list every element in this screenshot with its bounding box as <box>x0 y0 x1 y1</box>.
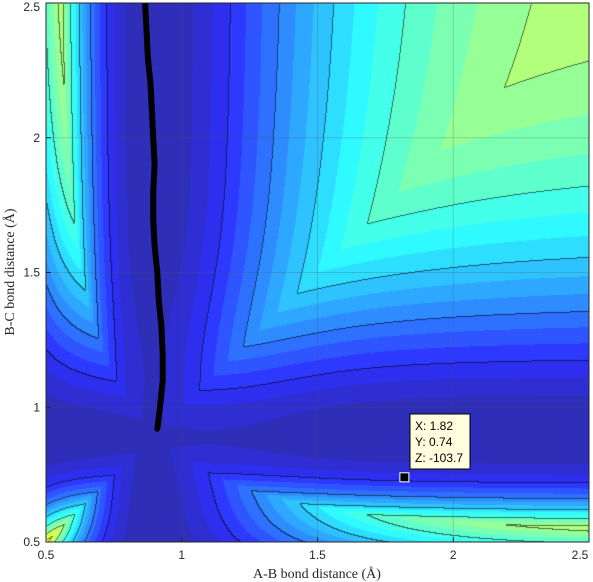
y-tick-label: 2 <box>33 131 40 145</box>
reaction-path-line <box>142 3 166 432</box>
y-axis-label: B-C bond distance (Å) <box>2 208 18 335</box>
datatip-box <box>409 413 471 470</box>
y-tick-label: 1 <box>33 400 40 414</box>
y-tick-label: 1.5 <box>23 266 40 280</box>
datatip[interactable]: X: 1.82 Y: 0.74 Z: -103.7 <box>399 413 471 483</box>
datatip-y: Y: 0.74 <box>415 435 453 449</box>
datatip-x: X: 1.82 <box>415 419 453 433</box>
y-axis-ticks: 0.5 1 1.5 2 2.5 <box>23 0 51 549</box>
y-tick-label: 0.5 <box>23 535 40 549</box>
x-tick-label: 2.5 <box>572 548 589 562</box>
plot-area[interactable] <box>46 3 589 542</box>
x-tick-label: 0.5 <box>38 548 55 562</box>
x-tick-label: 2 <box>450 548 457 562</box>
datatip-marker[interactable] <box>399 472 410 483</box>
x-axis-ticks: 0.5 1 1.5 2 2.5 <box>38 537 590 562</box>
datatip-z: Z: -103.7 <box>415 451 463 465</box>
x-tick-label: 1.5 <box>309 548 326 562</box>
y-tick-label: 2.5 <box>23 0 40 14</box>
energy-surface-heatmap <box>46 3 589 542</box>
x-tick-label: 1 <box>178 548 185 562</box>
x-axis-label: A-B bond distance (Å) <box>253 566 381 582</box>
